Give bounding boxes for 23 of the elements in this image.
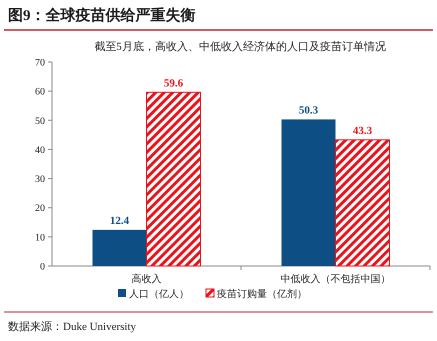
bar [282,119,336,266]
data-label: 12.4 [110,214,130,227]
data-label: 43.3 [352,124,373,137]
y-tick-label: 10 [35,232,45,244]
legend-label: 人口（亿人） [129,289,189,300]
y-tick-label: 20 [35,203,45,214]
y-tick-label: 70 [35,58,45,68]
chart-title: 图9：全球疫苗供给严重失衡 [8,7,196,24]
data-label: 59.6 [164,77,184,90]
source-note: 数据来源：Duke University [8,320,137,333]
chart-subtitle: 截至5月底，高收入、中低收入经济体的人口及疫苗订单情况 [94,40,386,53]
bar [92,230,146,266]
y-tick-label: 30 [35,174,45,186]
y-tick-label: 0 [40,262,45,272]
y-tick-label: 40 [35,144,45,156]
y-tick-label: 50 [35,116,45,127]
bar [146,92,201,266]
data-label: 50.3 [298,104,319,116]
y-tick-label: 60 [35,86,45,98]
legend-label: 疫苗订购量（亿剂） [217,288,307,300]
x-tick-label: 高收入 [132,273,162,285]
bar [335,139,390,266]
x-tick-label: 中低收入（不包括中国） [280,273,390,285]
